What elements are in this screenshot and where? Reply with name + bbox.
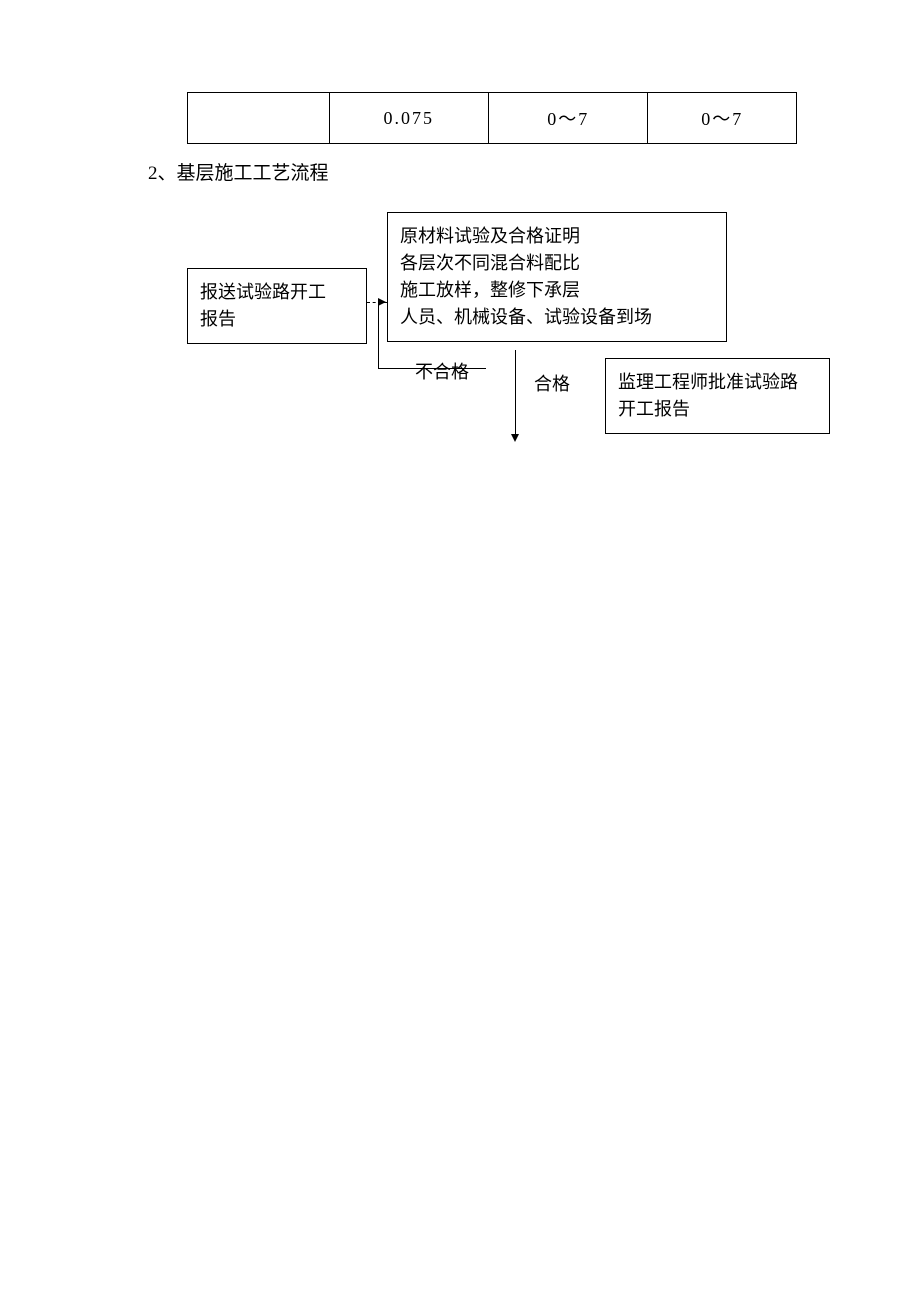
table-cell-0 (188, 93, 330, 143)
connector-feedback-horizontal (378, 368, 486, 369)
table-cell-1: 0.075 (330, 93, 489, 143)
box-line: 开工报告 (618, 396, 817, 423)
box-line: 施工放样，整修下承层 (400, 277, 714, 304)
label-fail: 不合格 (415, 358, 469, 384)
box-line: 人员、机械设备、试验设备到场 (400, 304, 714, 331)
heading-text: 2、基层施工工艺流程 (148, 163, 329, 184)
cell-text: 0～7 (547, 105, 589, 131)
box-line: 各层次不同混合料配比 (400, 250, 714, 277)
flowchart-box-approval: 监理工程师批准试验路 开工报告 (605, 358, 830, 434)
section-heading: 2、基层施工工艺流程 (148, 158, 329, 185)
flowchart-box-report: 报送试验路开工 报告 (187, 268, 367, 344)
arrow-feedback-icon (378, 298, 386, 306)
cell-text: 0.075 (384, 108, 435, 129)
box-line: 报送试验路开工 (200, 279, 354, 306)
box-line: 原材料试验及合格证明 (400, 223, 714, 250)
label-pass: 合格 (534, 370, 570, 396)
label-text: 不合格 (415, 362, 469, 382)
table-cell-3: 0～7 (648, 93, 796, 143)
label-text: 合格 (534, 374, 570, 394)
arrow-down-icon (511, 434, 519, 442)
box-line: 监理工程师批准试验路 (618, 369, 817, 396)
data-table-row: 0.075 0～7 0～7 (187, 92, 797, 144)
flowchart-box-preparation: 原材料试验及合格证明 各层次不同混合料配比 施工放样，整修下承层 人员、机械设备… (387, 212, 727, 342)
cell-text: 0～7 (701, 105, 743, 131)
box-line: 报告 (200, 306, 354, 333)
connector-feedback-vertical (378, 302, 379, 368)
table-cell-2: 0～7 (489, 93, 648, 143)
connector-down (515, 350, 516, 436)
